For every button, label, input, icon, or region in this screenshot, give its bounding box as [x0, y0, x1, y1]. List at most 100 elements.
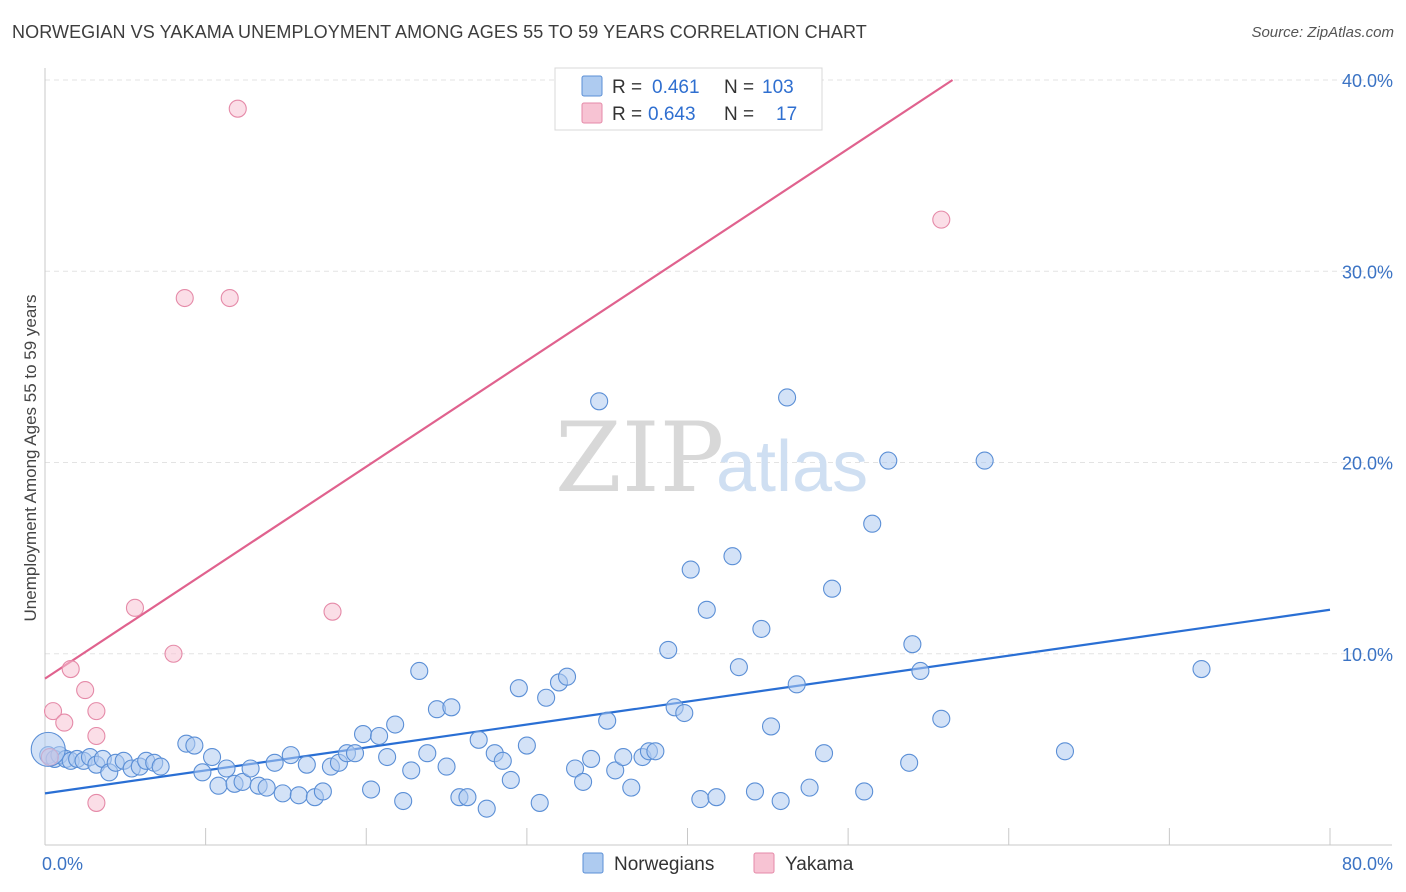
point-norwegians: [410, 661, 429, 681]
watermark-atlas: atlas: [716, 427, 868, 507]
point-norwegians: [681, 560, 700, 579]
point-norwegians: [771, 791, 790, 811]
legend-n-value-yakama: 17: [776, 104, 797, 125]
point-norwegians: [469, 730, 488, 749]
data-points: [30, 99, 1211, 818]
series-legend: Norwegians Yakama: [582, 852, 854, 875]
point-norwegians: [442, 698, 461, 717]
watermark-zip: ZIP: [555, 402, 724, 514]
point-norwegians: [273, 784, 292, 803]
point-norwegians: [823, 579, 842, 598]
point-yakama: [125, 598, 144, 617]
point-norwegians: [606, 761, 625, 780]
point-norwegians: [787, 675, 806, 694]
point-yakama: [43, 702, 63, 721]
point-norwegians: [493, 751, 512, 770]
point-norwegians: [437, 757, 456, 776]
point-norwegians: [590, 392, 609, 411]
point-yakama: [61, 659, 80, 679]
point-norwegians: [697, 600, 716, 619]
legend-r-label: R =: [612, 77, 642, 98]
legend-n-label: N =: [724, 77, 754, 98]
point-norwegians: [386, 715, 405, 734]
point-norwegians: [297, 755, 316, 774]
point-norwegians: [566, 759, 585, 778]
chart-title: NORWEGIAN VS YAKAMA UNEMPLOYMENT AMONG A…: [12, 22, 867, 42]
point-norwegians: [217, 759, 236, 778]
point-norwegians: [257, 778, 276, 797]
point-norwegians: [209, 776, 228, 795]
point-norwegians: [863, 514, 882, 533]
point-norwegians: [509, 679, 528, 698]
point-norwegians: [1055, 742, 1075, 761]
point-norwegians: [313, 782, 332, 801]
point-norwegians: [691, 790, 710, 809]
point-norwegians: [281, 746, 300, 765]
point-norwegians: [932, 709, 951, 728]
point-norwegians: [900, 753, 919, 772]
x-tick-label-max: 80.0%: [1342, 854, 1393, 874]
point-norwegians: [903, 635, 922, 654]
point-norwegians: [723, 547, 742, 566]
point-norwegians: [477, 799, 496, 818]
point-norwegians: [517, 736, 536, 755]
point-norwegians: [614, 747, 633, 767]
point-norwegians: [151, 757, 170, 776]
point-yakama: [87, 702, 106, 721]
bottom-legend-label-norwegians: Norwegians: [614, 854, 714, 875]
bottom-legend-label-yakama: Yakama: [785, 854, 854, 875]
point-norwegians: [814, 744, 834, 763]
point-norwegians: [378, 747, 397, 767]
source-label: Source: ZipAtlas.com: [1251, 24, 1394, 41]
tick-labels: 10.0% 20.0% 30.0% 40.0% 0.0% 80.0%: [42, 71, 1393, 874]
point-norwegians: [345, 744, 365, 763]
legend-r-value-yakama: 0.643: [648, 104, 696, 125]
point-norwegians: [778, 388, 797, 407]
point-norwegians: [598, 711, 617, 730]
point-norwegians: [394, 791, 413, 811]
point-norwegians: [537, 688, 556, 707]
legend-r-label: R =: [612, 104, 642, 125]
point-norwegians: [675, 703, 694, 723]
legend-swatch-yakama: [581, 102, 603, 124]
legend-swatch-norwegians: [581, 75, 603, 97]
gridlines: [45, 79, 1392, 655]
y-tick-label: 10.0%: [1342, 645, 1393, 665]
point-yakama: [87, 793, 106, 812]
point-norwegians: [574, 772, 593, 791]
point-norwegians: [418, 744, 437, 763]
point-cluster-norwegians: [30, 731, 66, 767]
point-norwegians: [800, 778, 819, 797]
point-norwegians: [975, 451, 994, 470]
point-norwegians: [353, 725, 373, 744]
point-norwegians: [241, 759, 260, 778]
trend-lines: [44, 79, 1331, 795]
point-norwegians: [193, 763, 212, 782]
point-norwegians: [402, 761, 421, 780]
legend-n-value-norwegians: 103: [762, 77, 794, 98]
trend-line-norwegians: [44, 608, 1331, 795]
point-norwegians: [646, 742, 665, 761]
point-norwegians: [1192, 659, 1211, 679]
point-norwegians: [582, 749, 601, 768]
point-yakama: [175, 288, 194, 308]
point-yakama: [323, 602, 342, 621]
point-norwegians: [501, 770, 520, 790]
point-norwegians: [745, 782, 765, 801]
point-norwegians: [557, 667, 577, 686]
legend-n-label: N =: [724, 104, 754, 125]
point-norwegians: [289, 786, 308, 805]
point-norwegians: [659, 640, 678, 659]
point-norwegians: [185, 736, 204, 755]
point-norwegians: [362, 780, 381, 799]
point-norwegians: [458, 788, 477, 807]
point-norwegians: [370, 726, 389, 746]
x-tick-label-min: 0.0%: [42, 854, 83, 874]
watermark: ZIP atlas: [555, 402, 868, 514]
point-norwegians: [622, 778, 641, 797]
point-yakama: [932, 210, 951, 229]
stats-legend: R = 0.461 N = 103 R = 0.643 N = 17: [554, 67, 823, 131]
point-norwegians: [879, 451, 898, 470]
point-norwegians: [761, 717, 781, 736]
y-tick-label: 30.0%: [1342, 262, 1393, 282]
